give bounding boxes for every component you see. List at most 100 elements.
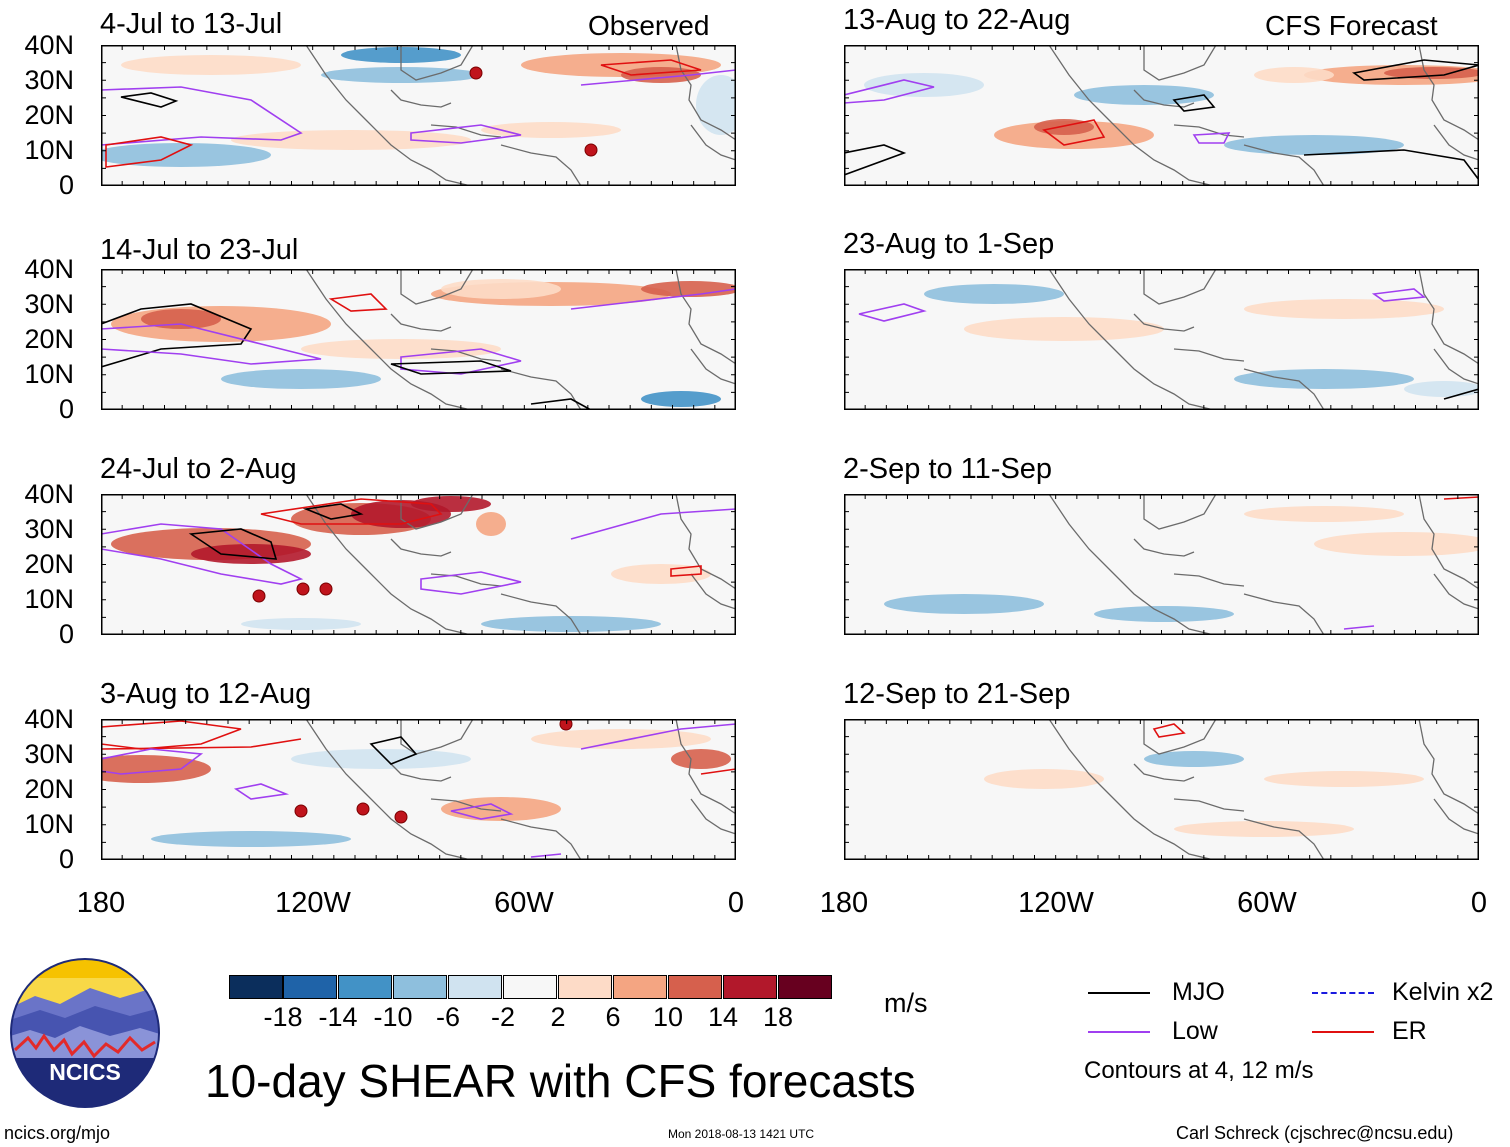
shear-anomaly-area — [1404, 381, 1479, 397]
colorbar-swatch — [778, 975, 832, 999]
coastline — [430, 124, 502, 138]
shear-anomaly-area — [1174, 821, 1354, 837]
lat-label: 10N — [24, 359, 74, 389]
wave-contour — [570, 288, 736, 310]
coastline — [675, 269, 736, 365]
wave-contour — [328, 293, 388, 312]
shear-anomaly-area — [151, 831, 351, 847]
coastline — [1133, 313, 1195, 332]
shear-anomaly-area — [191, 544, 311, 564]
map-frame — [101, 45, 736, 186]
lat-label: 20N — [24, 774, 74, 804]
storm-marker-icon — [296, 582, 310, 596]
lat-label: 10N — [24, 809, 74, 839]
ncics-logo: NCICS — [10, 958, 160, 1108]
coastline — [1243, 368, 1325, 410]
wave-contour — [101, 303, 253, 368]
coastline — [1143, 45, 1217, 81]
wave-contour — [1443, 496, 1479, 500]
coastline — [305, 45, 472, 186]
panel-title-5: 24-Jul to 2-Aug — [100, 453, 297, 485]
shear-anomaly-area — [1244, 299, 1444, 319]
colorbar-tick: -6 — [435, 1002, 461, 1032]
coastline — [675, 45, 736, 141]
wave-contour — [600, 59, 702, 76]
lon-label: 0 — [727, 887, 745, 919]
map-panel-8 — [844, 719, 1479, 860]
colorbar-swatch — [668, 975, 722, 999]
coastline — [390, 89, 452, 108]
map-panel-1 — [101, 45, 736, 186]
lat-label: 40N — [24, 479, 74, 509]
wave-contour — [233, 783, 290, 800]
coastline — [305, 269, 472, 410]
coastline — [500, 144, 582, 186]
coastline — [1048, 494, 1215, 635]
coastline — [390, 538, 452, 557]
shear-anomaly-area — [241, 618, 361, 630]
coastline — [400, 719, 474, 755]
legend-line-low — [1088, 1031, 1150, 1033]
lat-label: 10N — [24, 584, 74, 614]
colorbar-tick: 14 — [707, 1002, 739, 1032]
wave-contour — [844, 144, 907, 176]
wave-contour — [105, 136, 194, 168]
coastline — [1048, 269, 1215, 410]
coastline — [1433, 798, 1479, 835]
storm-marker-icon — [394, 810, 408, 824]
map-panel-2 — [844, 45, 1479, 186]
wave-contour — [420, 571, 522, 595]
shear-anomaly-area — [696, 75, 736, 135]
footer-url[interactable]: ncics.org/mjo — [4, 1123, 111, 1143]
colorbar-tick: -10 — [373, 1002, 413, 1032]
lat-label: 30N — [24, 65, 74, 95]
lat-label: 30N — [24, 289, 74, 319]
coastline — [1243, 818, 1325, 860]
coastline — [1418, 494, 1479, 590]
colorbar-tick: 18 — [762, 1002, 794, 1032]
wave-contour — [580, 69, 736, 86]
map-frame — [844, 494, 1479, 635]
coastline — [1133, 538, 1195, 557]
coastline — [1418, 719, 1479, 815]
map-frame — [101, 719, 736, 860]
coastline — [400, 269, 474, 305]
wave-contour — [410, 124, 522, 144]
map-frame — [101, 494, 736, 635]
shear-anomaly-area — [121, 55, 301, 75]
shear-anomaly-area — [984, 769, 1104, 789]
coastline — [390, 763, 452, 782]
lat-label: 30N — [24, 739, 74, 769]
footer-timestamp: Mon 2018-08-13 1421 UTC — [668, 1127, 815, 1141]
colorbar-tick: -2 — [490, 1002, 516, 1032]
lat-label: 0 — [58, 844, 74, 874]
wave-contour — [120, 92, 179, 108]
shear-anomaly-area — [481, 616, 661, 632]
wave-contour — [101, 748, 204, 775]
colorbar-swatch — [558, 975, 612, 999]
lat-label: 30N — [24, 514, 74, 544]
coastline — [1433, 124, 1479, 161]
shear-anomaly-area — [1384, 67, 1479, 79]
storm-marker-icon — [584, 143, 598, 157]
storm-marker-icon — [559, 719, 573, 731]
storm-marker-icon — [469, 66, 483, 80]
map-panel-7 — [101, 719, 736, 860]
coastline — [400, 494, 474, 530]
colorbar-swatch — [613, 975, 667, 999]
map-frame — [844, 719, 1479, 860]
shear-anomaly-area — [1074, 85, 1214, 105]
shear-anomaly-area — [291, 749, 471, 769]
wave-contour — [101, 323, 322, 365]
shear-anomaly-area — [476, 512, 506, 536]
coastline — [1048, 719, 1215, 860]
lat-label: 20N — [24, 324, 74, 354]
shear-anomaly-area — [611, 564, 711, 584]
shear-anomaly-area — [964, 317, 1164, 341]
shear-anomaly-area — [884, 594, 1044, 614]
lon-label: 0 — [1470, 887, 1488, 919]
colorbar-tick: 10 — [652, 1002, 684, 1032]
panel-title-2: 13-Aug to 22-Aug — [843, 4, 1071, 36]
wave-contour — [260, 498, 443, 525]
coastline — [1433, 573, 1479, 610]
